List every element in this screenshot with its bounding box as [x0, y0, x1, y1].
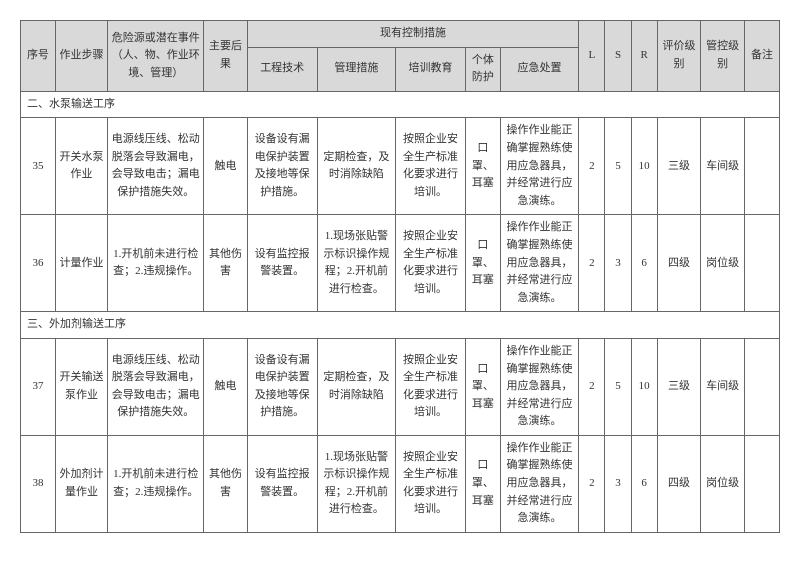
header-seq: 序号: [21, 21, 56, 92]
section-title: 二、水泵输送工序: [21, 91, 780, 118]
cell-step: 外加剂计量作业: [55, 435, 107, 532]
table-row: 38 外加剂计量作业 1.开机前未进行检查；2.违规操作。 其他伤害 设有监控报…: [21, 435, 780, 532]
cell-eval: 四级: [657, 215, 701, 312]
header-ctrl: 管控级别: [701, 21, 745, 92]
header-eval: 评价级别: [657, 21, 701, 92]
cell-ppe: 口罩、耳塞: [465, 118, 500, 215]
cell-train: 按照企业安全生产标准化要求进行培训。: [396, 215, 466, 312]
cell-ctrl: 岗位级: [701, 435, 745, 532]
cell-ctrl: 车间级: [701, 338, 745, 435]
cell-ctrl: 车间级: [701, 118, 745, 215]
header-eng: 工程技术: [247, 47, 317, 91]
cell-seq: 37: [21, 338, 56, 435]
cell-l: 2: [579, 118, 605, 215]
header-step: 作业步骤: [55, 21, 107, 92]
header-mgmt: 管理措施: [317, 47, 396, 91]
cell-emergency: 操作作业能正确掌握熟练使用应急器具，并经常进行应急演练。: [500, 338, 579, 435]
cell-seq: 35: [21, 118, 56, 215]
header-hazard: 危险源或潜在事件（人、物、作业环境、管理）: [108, 21, 204, 92]
header-s: S: [605, 21, 631, 92]
cell-emergency: 操作作业能正确掌握熟练使用应急器具，并经常进行应急演练。: [500, 435, 579, 532]
cell-r: 10: [631, 118, 657, 215]
cell-l: 2: [579, 435, 605, 532]
cell-eng: 设备设有漏电保护装置及接地等保护措施。: [247, 118, 317, 215]
header-emergency: 应急处置: [500, 47, 579, 91]
header-train: 培训教育: [396, 47, 466, 91]
cell-train: 按照企业安全生产标准化要求进行培训。: [396, 435, 466, 532]
cell-l: 2: [579, 215, 605, 312]
section-row: 三、外加剂输送工序: [21, 312, 780, 339]
cell-mgmt: 定期检查，及时消除缺陷: [317, 338, 396, 435]
header-r: R: [631, 21, 657, 92]
cell-eng: 设备设有漏电保护装置及接地等保护措施。: [247, 338, 317, 435]
cell-hazard: 电源线压线、松动脱落会导致漏电，会导致电击；漏电保护措施失效。: [108, 118, 204, 215]
cell-eval: 三级: [657, 338, 701, 435]
cell-s: 3: [605, 215, 631, 312]
cell-eng: 设有监控报警装置。: [247, 435, 317, 532]
cell-emergency: 操作作业能正确掌握熟练使用应急器具，并经常进行应急演练。: [500, 215, 579, 312]
cell-eng: 设有监控报警装置。: [247, 215, 317, 312]
header-controls: 现有控制措施: [247, 21, 578, 48]
cell-step: 开关输送泵作业: [55, 338, 107, 435]
cell-consequence: 其他伤害: [204, 435, 248, 532]
cell-ctrl: 岗位级: [701, 215, 745, 312]
table-body: 二、水泵输送工序 35 开关水泵作业 电源线压线、松动脱落会导致漏电，会导致电击…: [21, 91, 780, 532]
cell-s: 3: [605, 435, 631, 532]
cell-eval: 四级: [657, 435, 701, 532]
cell-hazard: 电源线压线、松动脱落会导致漏电，会导致电击；漏电保护措施失效。: [108, 338, 204, 435]
cell-ppe: 口罩、耳塞: [465, 435, 500, 532]
cell-remark: [744, 435, 779, 532]
section-row: 二、水泵输送工序: [21, 91, 780, 118]
cell-ppe: 口罩、耳塞: [465, 215, 500, 312]
cell-step: 开关水泵作业: [55, 118, 107, 215]
section-title: 三、外加剂输送工序: [21, 312, 780, 339]
cell-r: 10: [631, 338, 657, 435]
cell-r: 6: [631, 435, 657, 532]
cell-seq: 38: [21, 435, 56, 532]
cell-mgmt: 定期检查，及时消除缺陷: [317, 118, 396, 215]
cell-l: 2: [579, 338, 605, 435]
cell-hazard: 1.开机前未进行检查；2.违规操作。: [108, 435, 204, 532]
cell-seq: 36: [21, 215, 56, 312]
cell-s: 5: [605, 118, 631, 215]
cell-remark: [744, 215, 779, 312]
header-l: L: [579, 21, 605, 92]
risk-table: 序号 作业步骤 危险源或潜在事件（人、物、作业环境、管理） 主要后果 现有控制措…: [20, 20, 780, 533]
header-remark: 备注: [744, 21, 779, 92]
header-consequence: 主要后果: [204, 21, 248, 92]
cell-remark: [744, 118, 779, 215]
table-header: 序号 作业步骤 危险源或潜在事件（人、物、作业环境、管理） 主要后果 现有控制措…: [21, 21, 780, 92]
cell-consequence: 触电: [204, 338, 248, 435]
cell-consequence: 触电: [204, 118, 248, 215]
cell-train: 按照企业安全生产标准化要求进行培训。: [396, 118, 466, 215]
table-row: 35 开关水泵作业 电源线压线、松动脱落会导致漏电，会导致电击；漏电保护措施失效…: [21, 118, 780, 215]
cell-s: 5: [605, 338, 631, 435]
cell-ppe: 口罩、耳塞: [465, 338, 500, 435]
cell-hazard: 1.开机前未进行检查；2.违规操作。: [108, 215, 204, 312]
header-ppe: 个体防护: [465, 47, 500, 91]
cell-r: 6: [631, 215, 657, 312]
cell-eval: 三级: [657, 118, 701, 215]
cell-emergency: 操作作业能正确掌握熟练使用应急器具，并经常进行应急演练。: [500, 118, 579, 215]
cell-remark: [744, 338, 779, 435]
table-row: 36 计量作业 1.开机前未进行检查；2.违规操作。 其他伤害 设有监控报警装置…: [21, 215, 780, 312]
table-row: 37 开关输送泵作业 电源线压线、松动脱落会导致漏电，会导致电击；漏电保护措施失…: [21, 338, 780, 435]
cell-step: 计量作业: [55, 215, 107, 312]
cell-mgmt: 1.现场张贴警示标识操作规程；2.开机前进行检查。: [317, 215, 396, 312]
cell-train: 按照企业安全生产标准化要求进行培训。: [396, 338, 466, 435]
cell-consequence: 其他伤害: [204, 215, 248, 312]
cell-mgmt: 1.现场张贴警示标识操作规程；2.开机前进行检查。: [317, 435, 396, 532]
